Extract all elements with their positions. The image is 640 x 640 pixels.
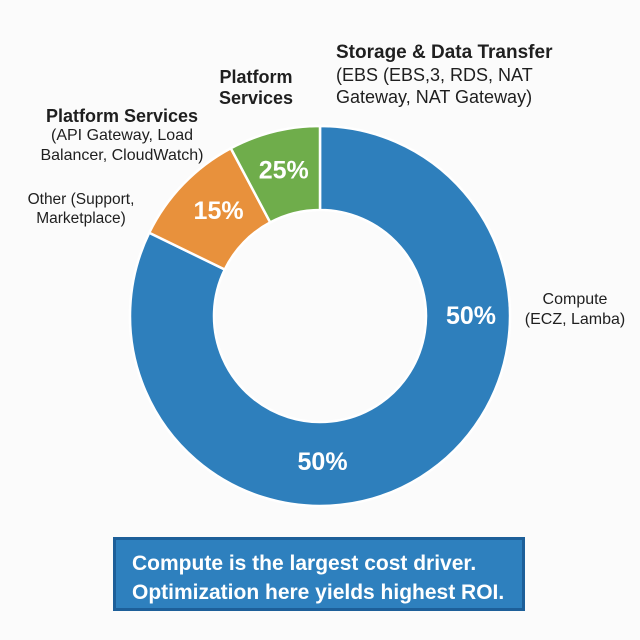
callout-platform-top-line: Platform bbox=[219, 67, 293, 87]
callout-platform-left-line: Balancer, CloudWatch) bbox=[40, 147, 204, 164]
slice-percent-label-other: 15% bbox=[194, 197, 244, 225]
callout-platform-left-line: (API Gateway, Load bbox=[51, 127, 193, 144]
callout-other: Other (Support, Marketplace) bbox=[11, 190, 151, 228]
callout-compute-line: Compute bbox=[542, 291, 608, 308]
insight-banner: Compute is the largest cost driver. Opti… bbox=[113, 537, 525, 611]
insight-banner-line: Optimization here yields highest ROI. bbox=[132, 581, 505, 604]
callout-other-line: Marketplace) bbox=[36, 210, 126, 227]
callout-compute: Compute (ECZ, Lamba) bbox=[509, 290, 640, 330]
callout-platform-services-top: Platform Services bbox=[196, 67, 316, 109]
callout-storage-line: (EBS (EBS,3, RDS, NAT bbox=[336, 65, 533, 85]
callout-platform-top-line: Services bbox=[218, 88, 294, 108]
slice-percent-label-compute: 50% bbox=[298, 448, 348, 476]
donut-segment-platform-services bbox=[229, 124, 322, 224]
donut-segment-compute bbox=[128, 124, 512, 508]
callout-compute-line: (ECZ, Lamba) bbox=[524, 311, 626, 328]
insight-banner-line: Compute is the largest cost driver. bbox=[132, 552, 477, 575]
callout-storage-title: Storage & Data Transfer bbox=[336, 42, 553, 63]
slice-percent-label-platform-services: 25% bbox=[259, 156, 309, 184]
slice-percent-label-compute: 50% bbox=[446, 302, 496, 330]
callout-storage-data-transfer: Storage & Data Transfer (EBS (EBS,3, RDS… bbox=[336, 42, 618, 108]
callout-storage-line: Gateway, NAT Gateway) bbox=[336, 87, 533, 107]
callout-other-line: Other (Support, bbox=[27, 191, 135, 208]
callout-platform-services-left: Platform Services (API Gateway, Load Bal… bbox=[27, 106, 217, 166]
callout-platform-left-title: Platform Services bbox=[45, 106, 199, 126]
